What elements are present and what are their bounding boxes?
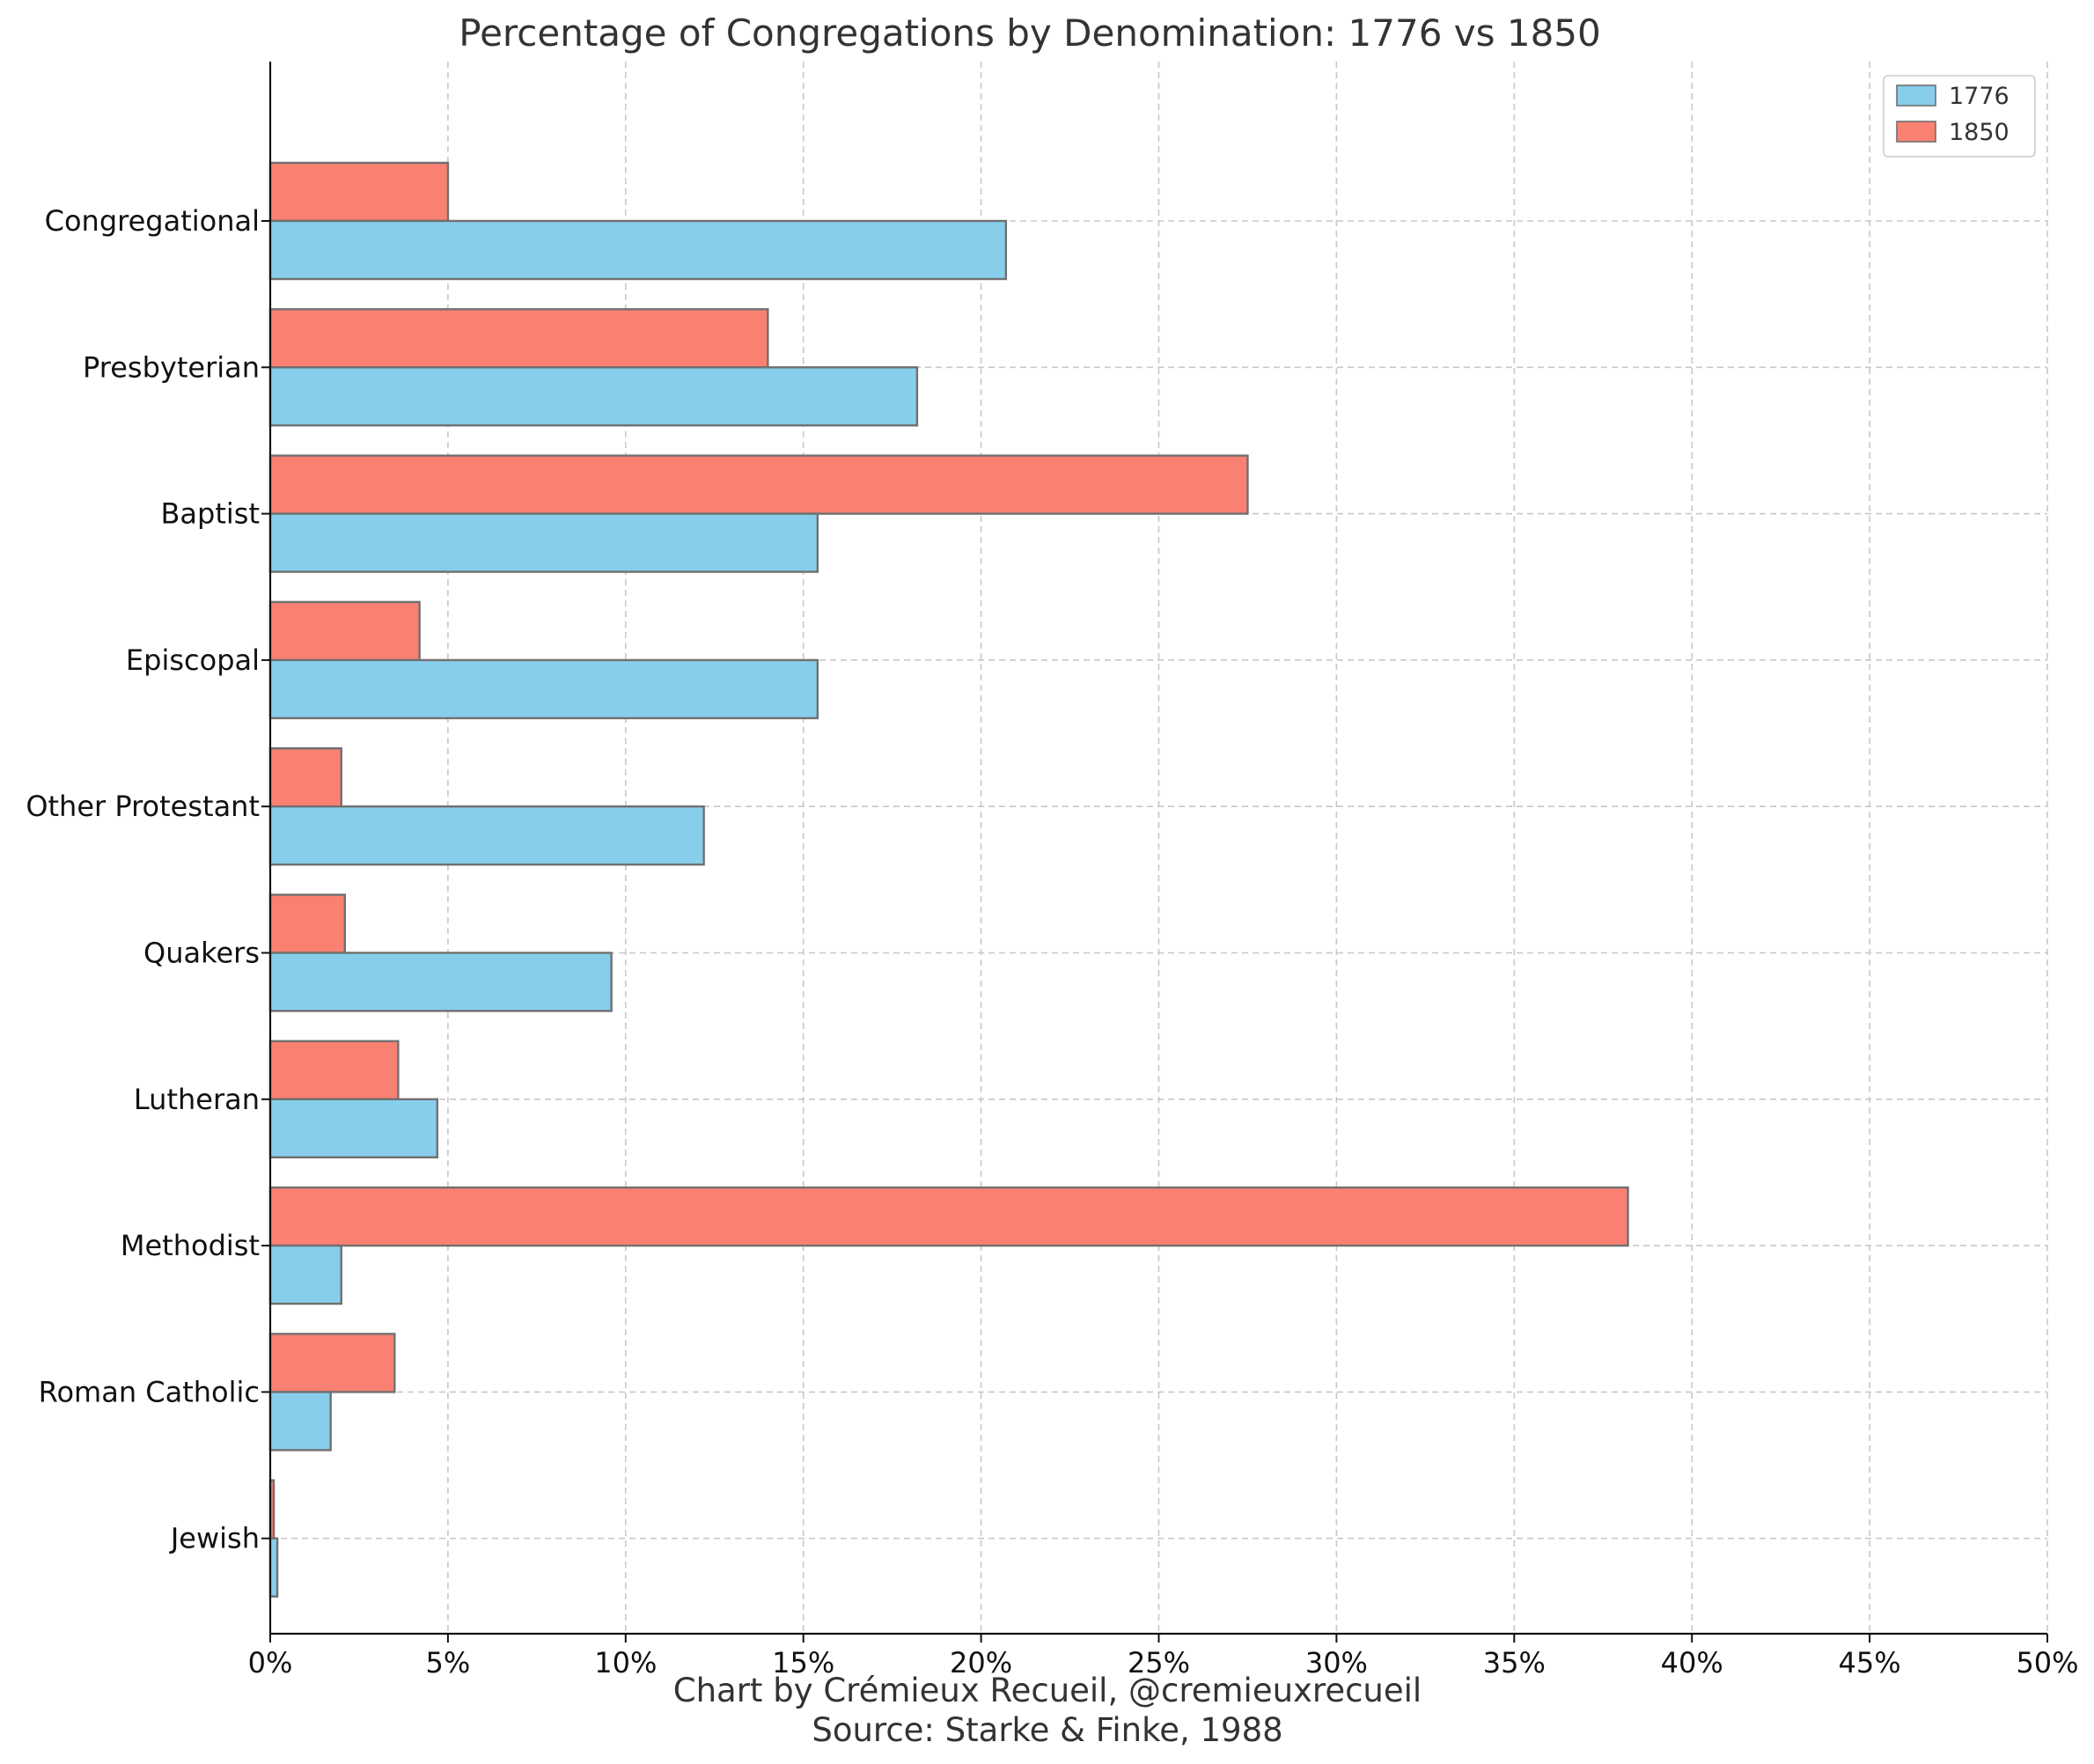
y-label-roman-catholic: Roman Catholic [39,1375,260,1408]
y-label-congregational: Congregational [45,204,260,238]
bar-1850-other-protestant [268,747,342,808]
y-label-quakers: Quakers [143,937,260,970]
y-label-jewish: Jewish [169,1522,260,1555]
bar-1776-quakers [268,952,613,1012]
legend-label-1776: 1776 [1949,83,2010,110]
bar-1776-lutheran [268,1098,438,1159]
caption-credit: Chart by Crémieux Recueil, @cremieuxrecu… [673,1672,1422,1709]
legend: 1776 1850 [1883,75,2036,158]
bar-1776-presbyterian [268,366,919,427]
x-tick-label-0: 0% [248,1646,293,1679]
y-label-baptist: Baptist [160,497,260,531]
bars [268,161,1629,1598]
bar-1776-episcopal [268,658,819,720]
bar-1776-methodist [268,1244,342,1305]
caption-source: Source: Starke & Finke, 1988 [812,1711,1282,1749]
y-label-lutheran: Lutheran [134,1083,260,1116]
x-tick-label-15: 15% [772,1646,834,1679]
x-tick-label-45: 45% [1839,1646,1901,1679]
bar-1776-other-protestant [268,805,705,866]
bar-1776-congregational [268,219,1008,281]
x-tick-label-50: 50% [2016,1646,2078,1679]
bar-1850-baptist [268,454,1249,515]
y-label-other-protestant: Other Protestant [26,790,260,823]
y-axis-labels: Congregational Presbyterian Baptist Episcop… [26,204,270,1555]
y-label-methodist: Methodist [121,1229,260,1262]
x-tick-label-10: 10% [594,1646,657,1679]
x-tick-label-30: 30% [1305,1646,1368,1679]
legend-swatch-1776 [1896,85,1936,107]
x-tick-label-35: 35% [1483,1646,1546,1679]
bar-1850-congregational [268,161,450,223]
x-tick-label-20: 20% [950,1646,1012,1679]
y-label-presbyterian: Presbyterian [83,350,260,384]
bar-1776-baptist [268,512,819,573]
bar-1776-jewish [268,1537,279,1598]
x-tick-label-5: 5% [426,1646,471,1679]
bar-1850-roman-catholic [268,1333,396,1393]
bar-1850-quakers [268,893,346,954]
bar-1850-lutheran [268,1040,400,1101]
x-axis-ticks: 0% 5% 10% 15% 20% 25% 30% 35% 40% 45% 50% [248,1634,2079,1679]
x-tick-label-40: 40% [1661,1646,1723,1679]
chart-title: Percentage of Congregations by Denominat… [459,11,1601,55]
y-label-episcopal: Episcopal [126,643,260,677]
bar-1850-episcopal [268,600,421,662]
legend-swatch-1850 [1896,121,1936,143]
bar-1850-methodist [268,1186,1629,1247]
legend-label-1850: 1850 [1949,119,2010,146]
bar-1776-roman-catholic [268,1391,332,1452]
x-tick-label-25: 25% [1128,1646,1190,1679]
bar-1850-presbyterian [268,308,769,369]
